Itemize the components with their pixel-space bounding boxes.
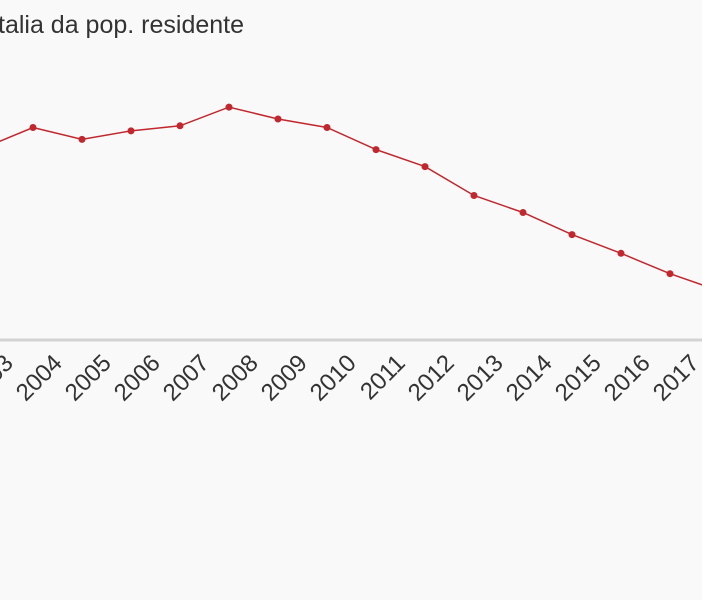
data-point-2006[interactable] (127, 127, 135, 135)
data-point-2005[interactable] (78, 135, 86, 143)
x-tick-label-2012: 2012 (403, 350, 460, 407)
data-point-2010[interactable] (323, 124, 331, 131)
data-point-2007[interactable] (176, 122, 184, 130)
x-tick-label-2007: 2007 (158, 350, 215, 407)
x-tick-label-2013: 2013 (452, 350, 509, 407)
x-tick-label-2017: 2017 (648, 350, 702, 407)
x-tick-label-2009: 2009 (256, 350, 313, 407)
x-tick-label-2010: 2010 (305, 350, 362, 407)
x-tick-label-2005: 2005 (60, 350, 117, 407)
x-tick-label-2015: 2015 (550, 350, 607, 407)
data-points (29, 103, 674, 278)
data-point-2016[interactable] (617, 249, 625, 257)
x-axis-tick-labels: 2003200420052006200720082009201020112012… (0, 350, 702, 407)
data-point-2012[interactable] (421, 163, 429, 171)
x-tick-label-2004: 2004 (11, 350, 68, 407)
data-point-2013[interactable] (470, 192, 478, 199)
series-line-layer (0, 106, 702, 286)
data-point-2009[interactable] (274, 115, 282, 123)
data-point-2017[interactable] (666, 270, 674, 278)
x-tick-label-2016: 2016 (599, 350, 656, 407)
x-tick-label-2006: 2006 (109, 350, 166, 407)
data-point-2004[interactable] (29, 124, 37, 131)
data-point-2015[interactable] (568, 231, 576, 239)
chart-title: talia da pop. residente (0, 11, 245, 39)
data-point-2011[interactable] (372, 146, 380, 154)
x-tick-label-2018: 2018 (697, 350, 702, 407)
x-tick-label-2011: 2011 (355, 350, 411, 406)
x-tick-label-2008: 2008 (207, 350, 264, 407)
data-point-2014[interactable] (519, 209, 527, 216)
x-tick-label-2003: 2003 (0, 350, 19, 407)
series-line (0, 106, 702, 286)
x-tick-label-2014: 2014 (501, 350, 558, 407)
data-point-2008[interactable] (225, 103, 233, 111)
